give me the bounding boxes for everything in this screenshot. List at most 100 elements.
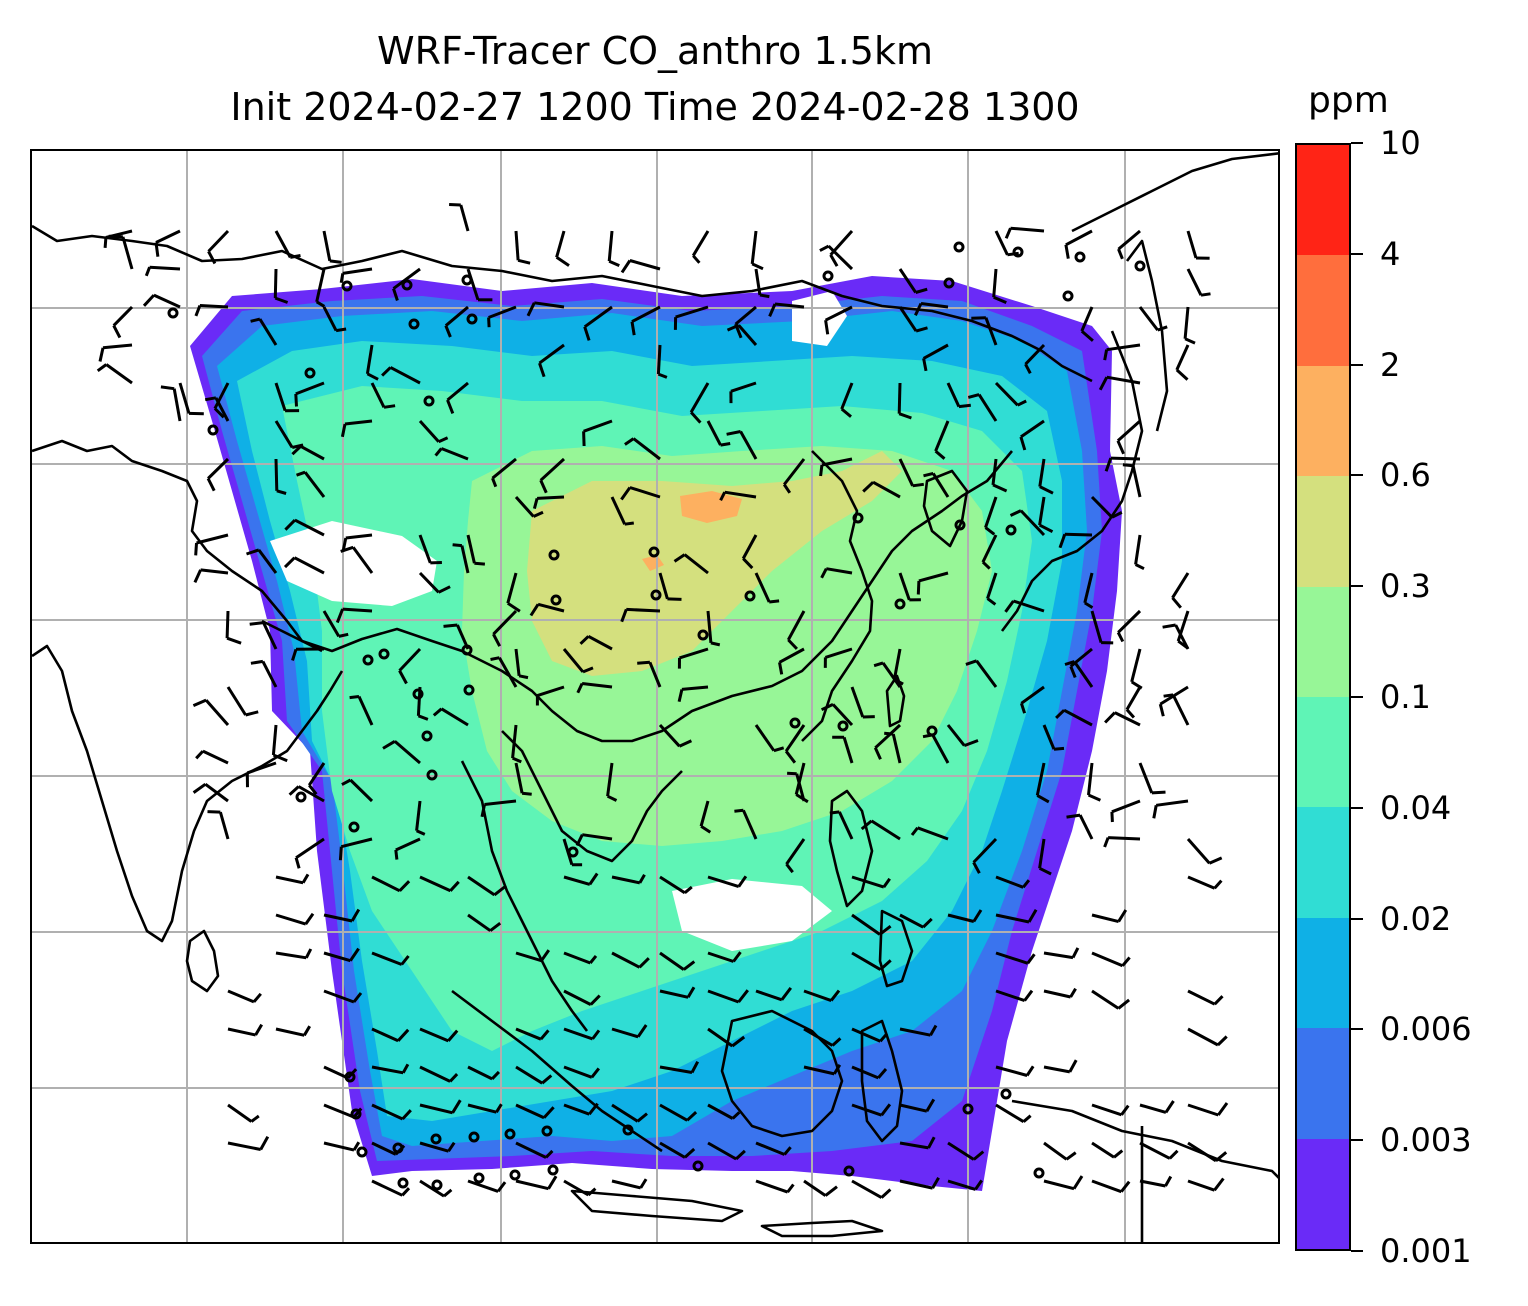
wind-barb-shaft — [947, 1179, 976, 1191]
wind-barb-shaft — [1131, 465, 1142, 498]
wind-barb-shaft — [323, 1103, 355, 1119]
wind-barb-shaft — [563, 1027, 594, 1041]
wind-barb-feather — [103, 237, 108, 249]
wind-barb-shaft — [323, 951, 351, 963]
wind-barb-feather — [972, 1150, 985, 1161]
wind-barb-shaft — [737, 324, 758, 346]
colorbar-tick-label: 0.6 — [1380, 456, 1431, 495]
wind-barb-shaft — [274, 458, 279, 491]
wind-barb-feather — [315, 300, 326, 308]
wind-barb-shaft — [659, 1065, 693, 1074]
wind-barb-feather — [880, 1103, 892, 1117]
calm-wind-marker — [412, 688, 424, 700]
wind-barb-shaft — [515, 1141, 547, 1159]
calm-wind-marker — [504, 1128, 516, 1140]
calm-wind-marker — [744, 590, 756, 602]
calm-wind-marker — [943, 277, 955, 289]
wind-barb-feather — [620, 486, 632, 501]
wind-barb-feather — [296, 470, 306, 477]
wind-barb-shaft — [981, 534, 998, 563]
wind-barb-shaft — [872, 480, 901, 499]
wind-barb-shaft — [467, 1179, 499, 1193]
wind-barb-shaft — [1038, 496, 1046, 526]
wind-barb-feather — [742, 557, 754, 570]
wind-barb-feather — [1213, 1177, 1225, 1192]
wind-barb-feather — [304, 912, 315, 925]
wind-barb-feather — [142, 294, 156, 307]
wind-barb-shaft — [121, 236, 134, 270]
wind-barb-feather — [449, 880, 460, 892]
wind-barb-feather — [352, 992, 363, 1003]
wind-barb-feather — [916, 580, 921, 595]
wind-barb-shaft — [681, 685, 709, 691]
wind-barb-feather — [833, 1064, 842, 1075]
wind-barb-feather — [686, 986, 696, 999]
wind-barb-shaft — [754, 724, 776, 752]
wind-barb-shaft — [515, 1179, 549, 1191]
wind-barb-shaft — [656, 344, 662, 375]
wind-barb-feather — [737, 875, 748, 888]
wind-barb-shaft — [1187, 989, 1216, 1006]
wind-barb-feather — [398, 669, 408, 685]
wind-barb-shaft — [1130, 648, 1142, 683]
wind-barb-feather — [683, 1147, 696, 1159]
wind-barb-feather — [511, 756, 522, 764]
wind-barb-shaft — [1187, 1103, 1219, 1117]
wind-barb-feather — [993, 295, 1007, 304]
wind-barb-feather — [341, 778, 352, 786]
wind-barb-feather — [582, 666, 594, 674]
wind-barb-feather — [401, 1063, 410, 1074]
wind-barb-shaft — [491, 457, 517, 480]
colorbar-tick — [1351, 142, 1363, 144]
wind-barb-feather — [958, 403, 971, 409]
wind-barb-shaft — [1091, 1141, 1115, 1159]
wind-barb-shaft — [365, 344, 374, 375]
wind-barb-feather — [272, 753, 288, 763]
wind-barb-shaft — [977, 393, 998, 422]
wind-barb-shaft — [227, 1103, 253, 1123]
wind-barb-feather — [637, 660, 651, 665]
wind-barb-feather — [245, 710, 259, 717]
wind-barb-feather — [443, 623, 458, 628]
wind-barb-shaft — [899, 913, 924, 929]
wind-barb-shaft — [659, 1141, 686, 1159]
wind-barb-feather — [735, 1149, 746, 1161]
colorbar-tick — [1351, 696, 1363, 698]
wind-barb-feather — [517, 258, 531, 265]
wind-barb-feather — [589, 994, 601, 1006]
calm-wind-marker — [954, 519, 966, 531]
colorbar-tick — [1351, 1028, 1363, 1031]
wind-barb-shaft — [1012, 599, 1045, 613]
wind-barb-feather — [335, 608, 344, 624]
wind-barb-feather — [1038, 866, 1052, 876]
map-title-line2: Init 2024-02-27 1200 Time 2024-02-28 130… — [230, 85, 1080, 129]
wind-barb-shaft — [342, 607, 373, 613]
wind-barb-shaft — [515, 1065, 543, 1085]
wind-barb-feather — [246, 548, 260, 556]
wind-barb-shaft — [444, 305, 469, 327]
wind-barb-feather — [636, 1112, 648, 1123]
calm-wind-marker — [167, 307, 179, 319]
wind-barb-shaft — [415, 800, 422, 831]
wind-barb-feather — [965, 659, 978, 666]
wind-barb-shaft — [707, 1103, 734, 1120]
wind-barb-feather — [971, 316, 986, 320]
wind-barb-shaft — [583, 419, 613, 433]
calm-wind-marker — [431, 1179, 443, 1191]
colorbar-segment — [1297, 917, 1349, 1029]
wind-barb-shaft — [755, 1179, 789, 1194]
wind-barb-feather — [294, 393, 298, 407]
calm-wind-marker — [509, 1169, 521, 1181]
wind-barb-feather — [731, 1035, 746, 1048]
field-level-0.6 — [642, 491, 742, 571]
wind-barb-feather — [539, 479, 548, 494]
wind-barb-feather — [787, 771, 797, 776]
wind-barb-shaft — [275, 875, 304, 885]
wind-barb-feather — [1116, 440, 1125, 455]
wind-barb-feather — [288, 785, 300, 796]
wind-barb-shaft — [851, 913, 881, 936]
wind-barb-shaft — [707, 1141, 737, 1161]
wind-barb-shaft — [1091, 951, 1124, 968]
wind-barb-feather — [1064, 660, 1075, 666]
wind-barb-feather — [974, 1179, 983, 1191]
